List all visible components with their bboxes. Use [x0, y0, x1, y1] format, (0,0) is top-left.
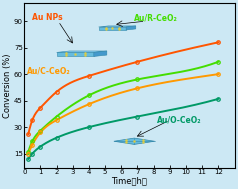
- Polygon shape: [57, 51, 107, 52]
- Text: Au NPs: Au NPs: [31, 13, 62, 22]
- Polygon shape: [99, 27, 126, 30]
- Polygon shape: [114, 138, 155, 144]
- Polygon shape: [57, 52, 94, 57]
- Polygon shape: [126, 26, 136, 30]
- Text: Au/R-CeO₂: Au/R-CeO₂: [134, 13, 178, 22]
- Polygon shape: [94, 51, 107, 57]
- Text: Au/C-CeO₂: Au/C-CeO₂: [27, 66, 70, 75]
- Y-axis label: Conversion (%): Conversion (%): [4, 53, 12, 118]
- Polygon shape: [99, 26, 136, 27]
- X-axis label: Time（h）: Time（h）: [111, 177, 147, 186]
- Text: Au/O-CeO₂: Au/O-CeO₂: [157, 115, 202, 125]
